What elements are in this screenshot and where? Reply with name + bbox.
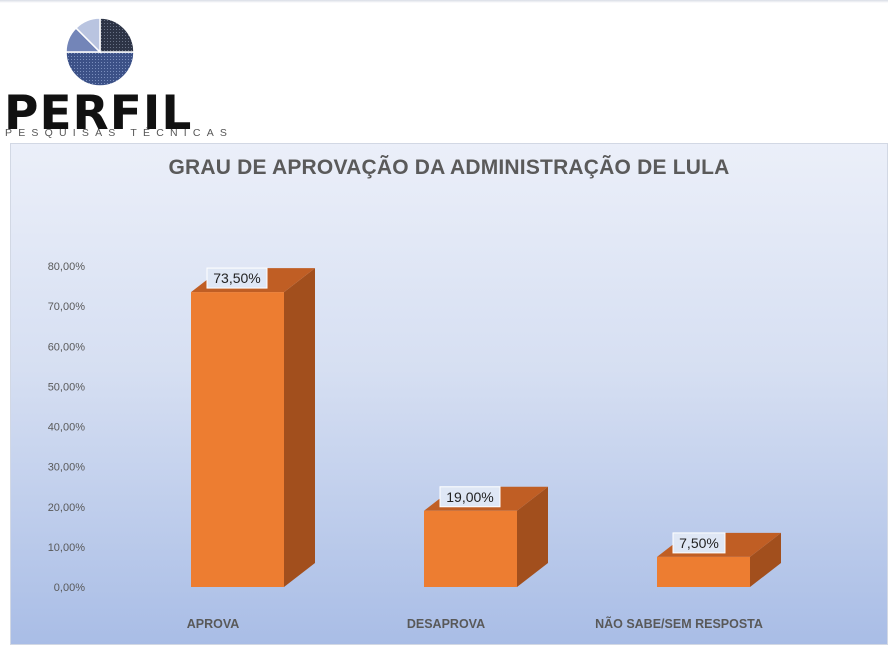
- x-category-label: APROVA: [187, 617, 240, 631]
- logo-tagline: PESQUISAS TÉCNICAS: [5, 127, 234, 139]
- x-category-label: DESAPROVA: [407, 617, 485, 631]
- data-label: 19,00%: [446, 489, 493, 505]
- data-label-box: [672, 532, 726, 554]
- y-tick-label: 10,00%: [48, 542, 86, 554]
- top-rule: [0, 0, 888, 3]
- bottom-margin: [0, 650, 888, 666]
- y-tick-label: 0,00%: [54, 582, 85, 594]
- y-tick-label: 60,00%: [48, 341, 86, 353]
- bar-side: [284, 268, 315, 587]
- data-label-box: [439, 486, 501, 508]
- data-label-box: [206, 267, 268, 289]
- pie-chart-logo-icon: [65, 17, 135, 87]
- y-tick-label: 30,00%: [48, 462, 86, 474]
- logo-wordmark: PERFIL: [4, 86, 193, 141]
- bar-side: [750, 532, 781, 587]
- y-tick-label: 70,00%: [48, 301, 86, 313]
- y-tick-label: 20,00%: [48, 502, 86, 514]
- bar: [424, 510, 517, 587]
- y-tick-label: 50,00%: [48, 381, 86, 393]
- bar: [191, 292, 284, 587]
- perfil-logo: PERFIL PESQUISAS TÉCNICAS: [0, 12, 227, 141]
- y-tick-label: 80,00%: [48, 261, 86, 273]
- data-label: 73,50%: [213, 270, 260, 286]
- data-label: 7,50%: [679, 535, 719, 551]
- bar: [657, 556, 750, 587]
- chart-title: GRAU DE APROVAÇÃO DA ADMINISTRAÇÃO DE LU…: [168, 156, 730, 179]
- x-category-label: NÃO SABE/SEM RESPOSTA: [595, 616, 763, 631]
- bar-side: [517, 486, 548, 587]
- y-tick-label: 40,00%: [48, 422, 86, 434]
